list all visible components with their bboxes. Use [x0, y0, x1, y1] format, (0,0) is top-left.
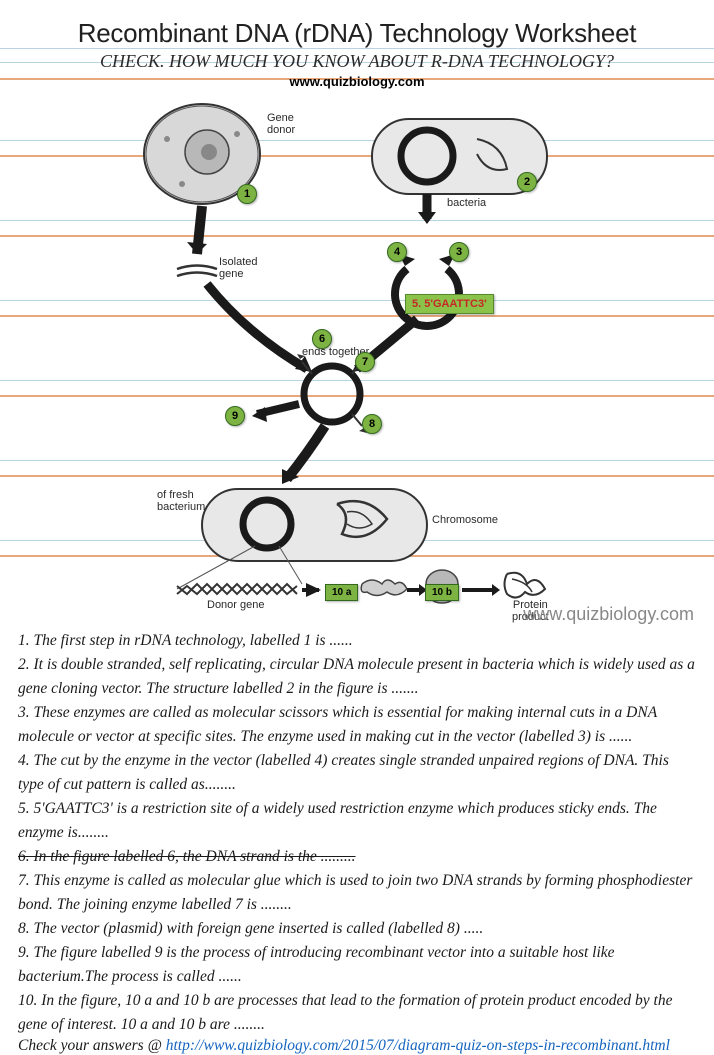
label-bacteria: bacteria — [447, 197, 486, 209]
question-9: 9. The figure labelled 9 is the process … — [18, 941, 696, 989]
marker-3: 3 — [449, 242, 469, 262]
marker-1: 1 — [237, 184, 257, 204]
question-10: 10. In the figure, 10 a and 10 b are pro… — [18, 989, 696, 1037]
marker-8: 8 — [362, 414, 382, 434]
question-3: 3. These enzymes are called as molecular… — [18, 701, 696, 749]
question-7: 7. This enzyme is called as molecular gl… — [18, 869, 696, 917]
question-1: 1. The first step in rDNA technology, la… — [18, 629, 696, 653]
page-subtitle: CHECK. HOW MUCH YOU KNOW ABOUT R-DNA TEC… — [0, 51, 714, 72]
watermark: www.quizbiology.com — [0, 604, 714, 625]
label-isolated-gene: Isolated gene — [219, 256, 258, 280]
question-2: 2. It is double stranded, self replicati… — [18, 653, 696, 701]
questions-block: 1. The first step in rDNA technology, la… — [0, 625, 714, 1055]
question-6: 6. In the figure labelled 6, the DNA str… — [18, 845, 696, 869]
marker-10b: 10 b — [425, 584, 459, 601]
sequence-box: 5. 5'GAATTC3' — [405, 294, 494, 314]
label-chromosome: Chromosome — [432, 514, 498, 526]
site-url: www.quizbiology.com — [0, 74, 714, 89]
answers-url[interactable]: http://www.quizbiology.com/2015/07/diagr… — [166, 1037, 670, 1054]
marker-2: 2 — [517, 172, 537, 192]
answers-line: Check your answers @ http://www.quizbiol… — [18, 1037, 696, 1055]
marker-7: 7 — [355, 352, 375, 372]
label-gene-donor: Gene donor — [267, 112, 295, 136]
rdna-diagram: Gene donor bacteria Isolated gene ends t… — [107, 94, 607, 604]
question-8: 8. The vector (plasmid) with foreign gen… — [18, 917, 696, 941]
marker-10a: 10 a — [325, 584, 358, 601]
question-5: 5. 5'GAATTC3' is a restriction site of a… — [18, 797, 696, 845]
question-4: 4. The cut by the enzyme in the vector (… — [18, 749, 696, 797]
marker-9: 9 — [225, 406, 245, 426]
label-fresh-bacterium: of fresh bacterium — [157, 489, 205, 513]
marker-6: 6 — [312, 329, 332, 349]
answers-prefix: Check your answers @ — [18, 1037, 166, 1054]
marker-4: 4 — [387, 242, 407, 262]
page-title: Recombinant DNA (rDNA) Technology Worksh… — [0, 0, 714, 49]
